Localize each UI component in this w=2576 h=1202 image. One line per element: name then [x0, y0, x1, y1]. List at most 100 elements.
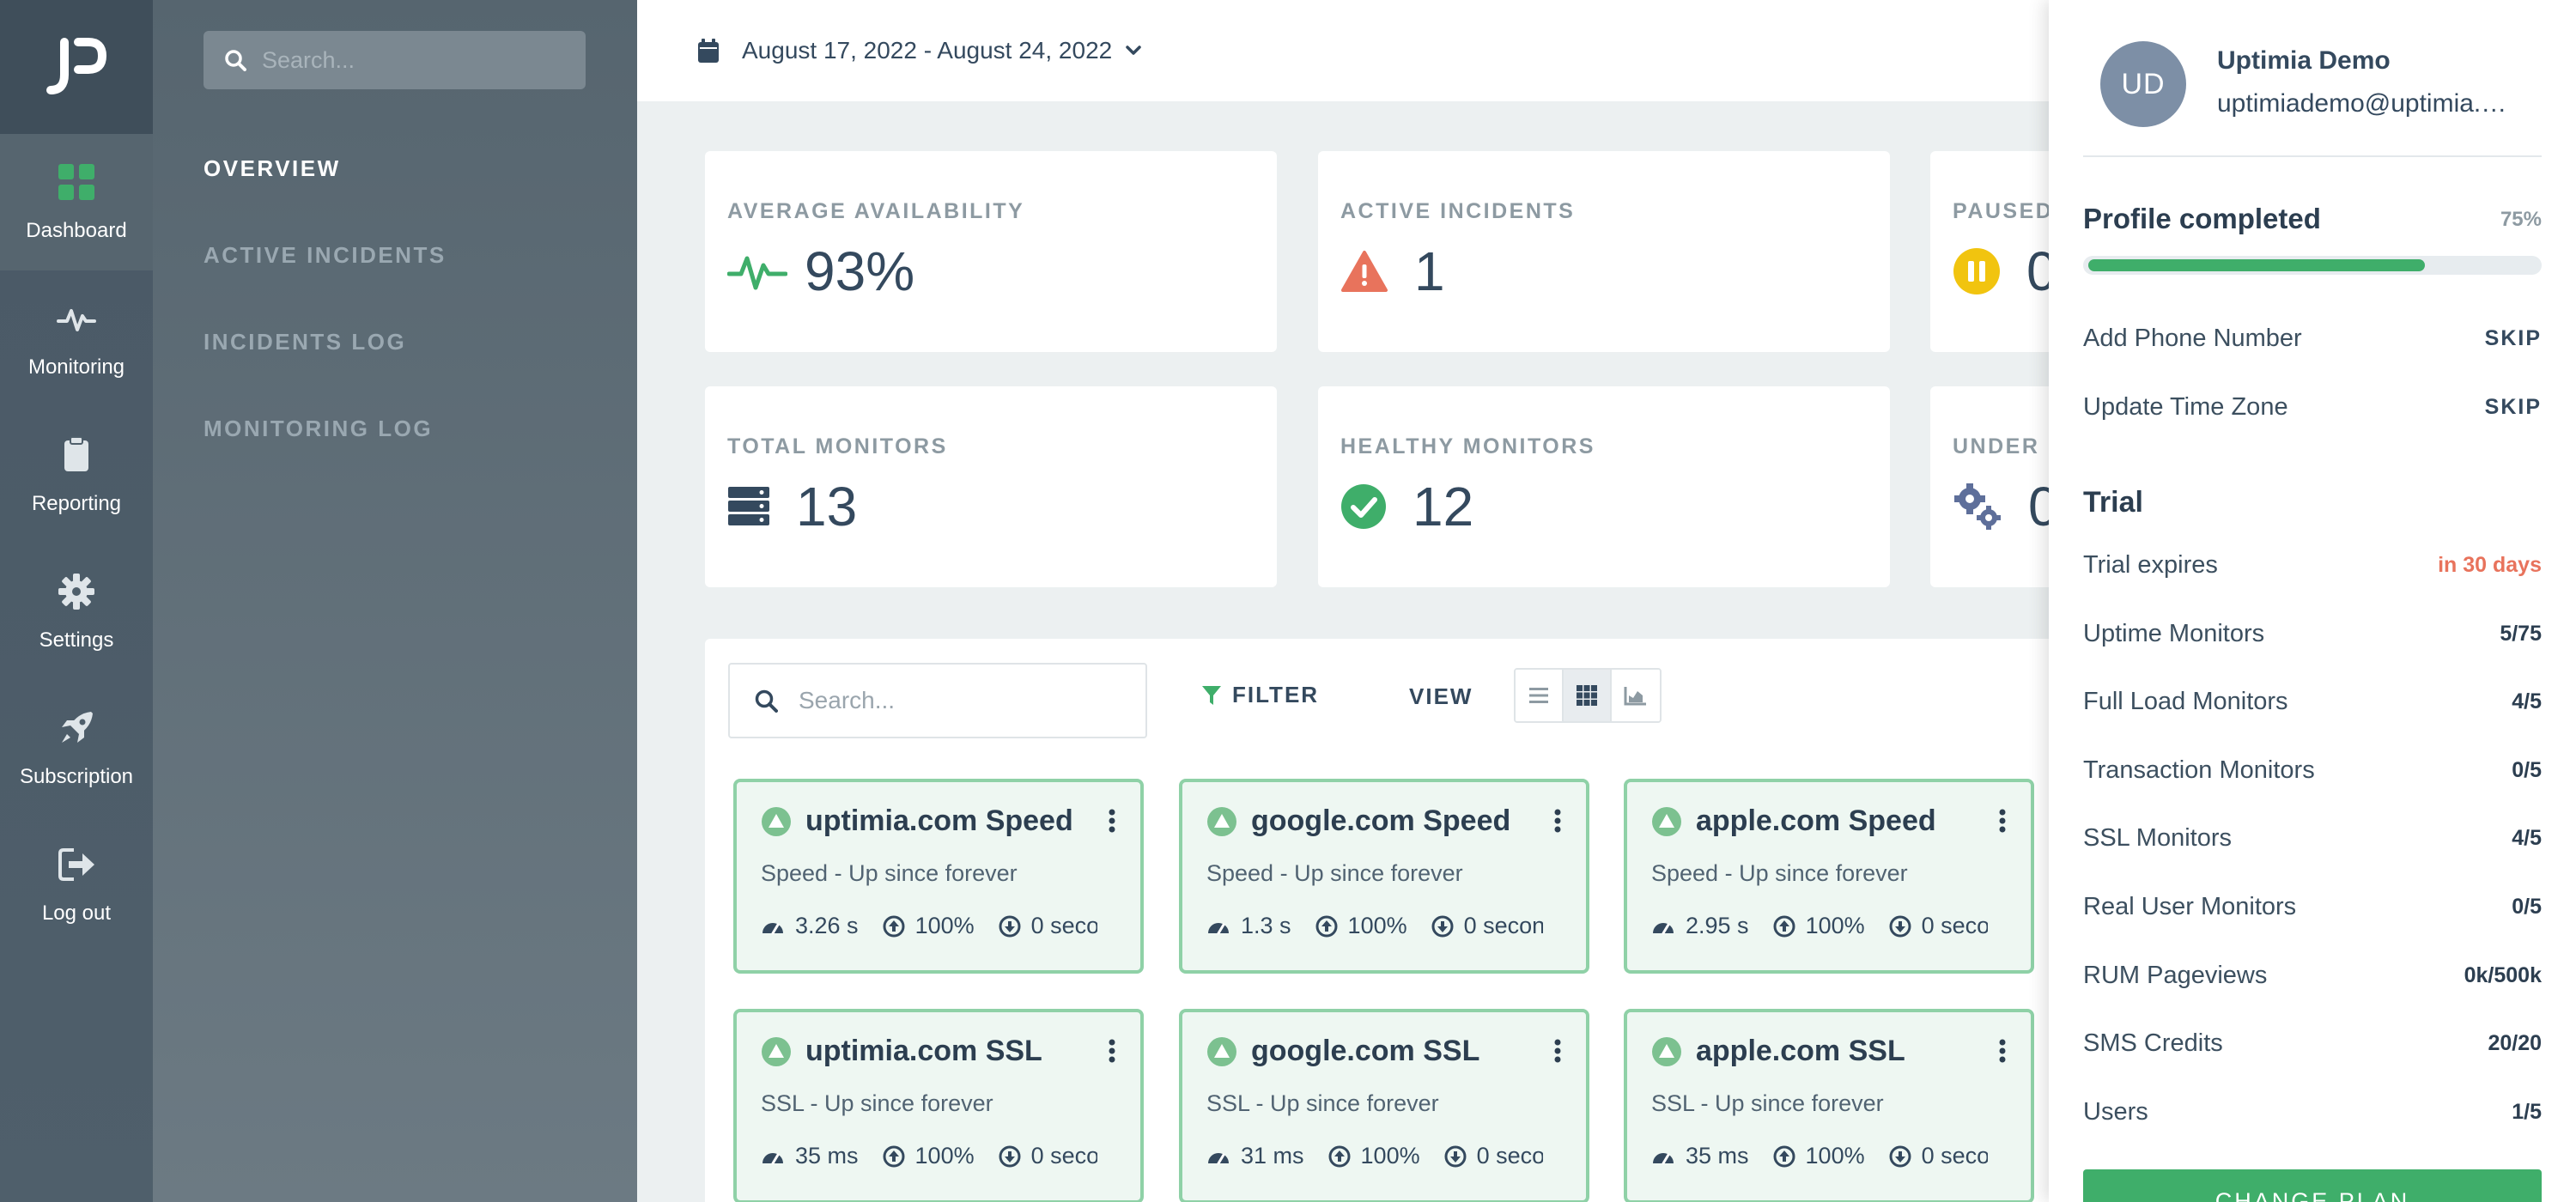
rail-label: Log out [41, 901, 112, 925]
calendar-icon [698, 39, 719, 63]
limit-row: SMS Credits 20/20 [2083, 1029, 2542, 1058]
profile-progress-bar [2083, 256, 2542, 275]
status-up-icon [1652, 1036, 1681, 1066]
view-label: VIEW [1409, 683, 1473, 709]
limit-value: 20/20 [2488, 1031, 2542, 1055]
clipboard-icon [64, 435, 88, 471]
monitor-menu-button[interactable] [1998, 808, 2007, 838]
skip-button[interactable]: SKIP [2484, 395, 2542, 419]
stat-title: AVERAGE AVAILABILITY [727, 199, 1025, 223]
avatar[interactable]: UD [2100, 41, 2186, 127]
task-label: Add Phone Number [2083, 325, 2302, 352]
response-time: 31 ms [1241, 1143, 1304, 1169]
speedometer-icon [1653, 1152, 1674, 1164]
monitor-card[interactable]: uptimia.com SSL SSL - Up since forever 35 … [733, 1009, 1144, 1202]
rail-item-subscription[interactable]: Subscription [0, 680, 153, 817]
arrow-up-circle-icon [883, 915, 905, 937]
stat-healthy-monitors: HEALTHY MONITORS 12 [1318, 386, 1890, 587]
rail-label: Settings [39, 628, 114, 652]
monitor-name: google.com SSL [1251, 1035, 1480, 1067]
response-time: 3.26 s [795, 913, 859, 938]
profile-progress-fill [2088, 259, 2425, 271]
monitor-card[interactable]: apple.com Speed Speed - Up since forever 2… [1624, 779, 2034, 974]
response-time: 35 ms [1686, 1143, 1749, 1169]
stat-value: 13 [796, 476, 858, 537]
filter-label: FILTER [1232, 682, 1320, 707]
downtime: 0 seconds [1921, 913, 1988, 938]
subnav-search-input[interactable]: Search... [204, 31, 586, 89]
limit-value: in 30 days [2438, 553, 2542, 577]
limit-row: Real User Monitors 0/5 [2083, 893, 2542, 921]
check-circle-icon [1341, 484, 1386, 529]
monitor-menu-button[interactable] [1108, 1038, 1116, 1068]
monitor-status: SSL - Up since forever [1206, 1090, 1439, 1116]
gears-icon [1954, 483, 2001, 530]
limit-label: Users [2083, 1098, 2148, 1126]
monitor-card[interactable]: google.com Speed Speed - Up since forever… [1179, 779, 1589, 974]
limit-row: SSL Monitors 4/5 [2083, 824, 2542, 853]
skip-button[interactable]: SKIP [2484, 326, 2542, 350]
status-up-icon [762, 1036, 791, 1066]
monitor-card[interactable]: uptimia.com Speed Speed - Up since foreve… [733, 779, 1144, 974]
trial-title: Trial [2083, 486, 2143, 519]
limit-row: Users 1/5 [2083, 1098, 2542, 1126]
pulse-icon [727, 256, 787, 290]
monitor-card[interactable]: apple.com SSL SSL - Up since forever 35 ms… [1624, 1009, 2034, 1202]
subnav-link-overview[interactable]: OVERVIEW [204, 155, 341, 181]
stat-title: HEALTHY MONITORS [1340, 434, 1595, 458]
uptimia-logo-icon [46, 38, 106, 94]
search-icon [225, 50, 246, 71]
task-row-timezone: Update Time Zone SKIP [2083, 393, 2542, 422]
uptime-percent: 100% [1360, 1143, 1420, 1169]
rail-item-monitoring[interactable]: Monitoring [0, 270, 153, 407]
arrow-down-circle-icon [1431, 915, 1454, 937]
limit-label: Trial expires [2083, 551, 2218, 579]
limit-value: 0/5 [2512, 758, 2542, 782]
kebab-menu-icon [1999, 1039, 2006, 1063]
monitor-status: Speed - Up since forever [1651, 860, 1908, 886]
monitor-menu-button[interactable] [1998, 1038, 2007, 1068]
monitor-name: google.com Speed [1251, 804, 1511, 837]
pulse-icon [57, 308, 96, 331]
uptime-percent: 100% [914, 913, 975, 938]
limit-row: Uptime Monitors 5/75 [2083, 620, 2542, 648]
rail-item-dashboard[interactable]: Dashboard [0, 134, 153, 270]
logo[interactable] [0, 0, 153, 134]
monitor-menu-button[interactable] [1553, 808, 1562, 838]
speedometer-icon [762, 922, 783, 934]
response-time: 35 ms [795, 1143, 859, 1169]
limit-row: Full Load Monitors 4/5 [2083, 688, 2542, 716]
date-range-picker[interactable]: August 17, 2022 - August 24, 2022 [697, 37, 1163, 64]
arrow-down-circle-icon [1444, 1145, 1467, 1167]
list-view-button[interactable] [1516, 670, 1564, 721]
rail-label: Monitoring [27, 355, 125, 379]
monitor-menu-button[interactable] [1553, 1038, 1562, 1068]
stat-average-availability: AVERAGE AVAILABILITY 93% [705, 151, 1277, 352]
subnav-link-active-incidents[interactable]: ACTIVE INCIDENTS [204, 242, 447, 268]
rail-item-logout[interactable]: Log out [0, 817, 153, 953]
arrow-down-circle-icon [1889, 915, 1911, 937]
monitor-search-input[interactable]: Search... [728, 663, 1147, 738]
user-email: uptimiademo@uptimia.com [2217, 89, 2509, 118]
task-row-phone: Add Phone Number SKIP [2083, 325, 2542, 353]
monitor-card[interactable]: google.com SSL SSL - Up since forever 31 m… [1179, 1009, 1589, 1202]
subnav-link-incidents-log[interactable]: INCIDENTS LOG [204, 329, 407, 355]
limit-label: RUM Pageviews [2083, 962, 2268, 989]
speedometer-icon [762, 1152, 783, 1164]
stat-value: 1 [1414, 240, 1445, 302]
arrow-up-circle-icon [1773, 915, 1795, 937]
subnav-link-monitoring-log[interactable]: MONITORING LOG [204, 416, 434, 441]
stat-value: 93% [805, 240, 915, 302]
rail-item-reporting[interactable]: Reporting [0, 407, 153, 543]
stat-total-monitors: TOTAL MONITORS 13 [705, 386, 1277, 587]
monitor-name: apple.com SSL [1696, 1035, 1905, 1067]
filter-button[interactable]: FILTER [1201, 682, 1319, 708]
rail-item-settings[interactable]: Settings [0, 543, 153, 680]
area-chart-icon [1624, 687, 1646, 706]
change-plan-button[interactable]: CHANGE PLAN [2083, 1169, 2542, 1202]
monitor-menu-button[interactable] [1108, 808, 1116, 838]
grid-view-button[interactable] [1564, 670, 1612, 721]
status-up-icon [1652, 806, 1681, 836]
downtime: 0 seconds [1921, 1143, 1988, 1169]
chart-view-button[interactable] [1612, 670, 1660, 721]
